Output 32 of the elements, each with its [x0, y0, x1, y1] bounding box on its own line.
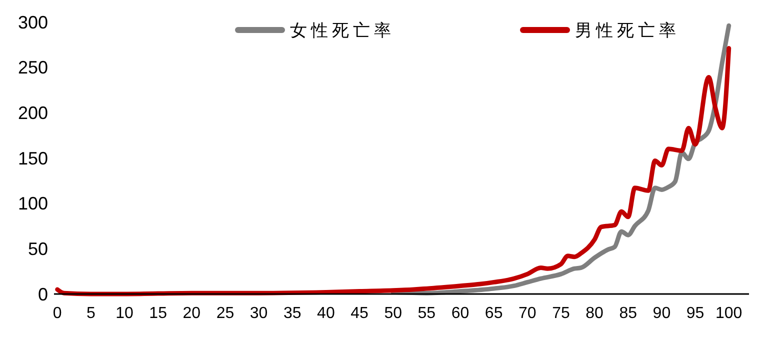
- x-tick-label: 30: [250, 305, 268, 322]
- x-tick-label: 45: [350, 305, 369, 322]
- x-tick-label: 95: [686, 305, 704, 322]
- x-tick-label: 50: [384, 305, 402, 322]
- x-tick-label: 60: [451, 305, 470, 322]
- y-tick-label: 50: [28, 238, 48, 259]
- y-tick-label: 100: [18, 194, 48, 214]
- line-series: [55, 46, 732, 296]
- x-tick-label: 40: [317, 305, 335, 322]
- x-tick-label: 70: [518, 305, 536, 322]
- x-tick-label: 20: [182, 305, 201, 322]
- y-tick-label: 250: [18, 58, 48, 78]
- y-tick-label: 150: [18, 148, 48, 168]
- x-tick-label: 25: [216, 305, 234, 322]
- x-tick-label: 85: [619, 305, 638, 322]
- y-tick-label: 200: [18, 102, 48, 123]
- y-tick-label: 300: [18, 12, 48, 32]
- x-tick-label: 10: [116, 305, 134, 322]
- y-tick-label: 0: [38, 284, 48, 304]
- x-tick-label: 100: [716, 305, 742, 322]
- x-tick-label: 35: [283, 305, 302, 322]
- x-tick-label: 0: [52, 305, 62, 322]
- x-tick-label: 5: [86, 305, 96, 322]
- legend-label: 男性死亡率: [575, 20, 680, 40]
- x-tick-label: 80: [586, 305, 604, 322]
- x-tick-label: 55: [418, 305, 436, 322]
- legend-label: 女性死亡率: [290, 20, 395, 40]
- x-tick-label: 15: [149, 305, 168, 322]
- x-tick-label: 75: [552, 305, 570, 322]
- x-tick-label: 90: [652, 305, 671, 322]
- x-tick-label: 65: [484, 305, 503, 322]
- line-series: [390, 23, 732, 296]
